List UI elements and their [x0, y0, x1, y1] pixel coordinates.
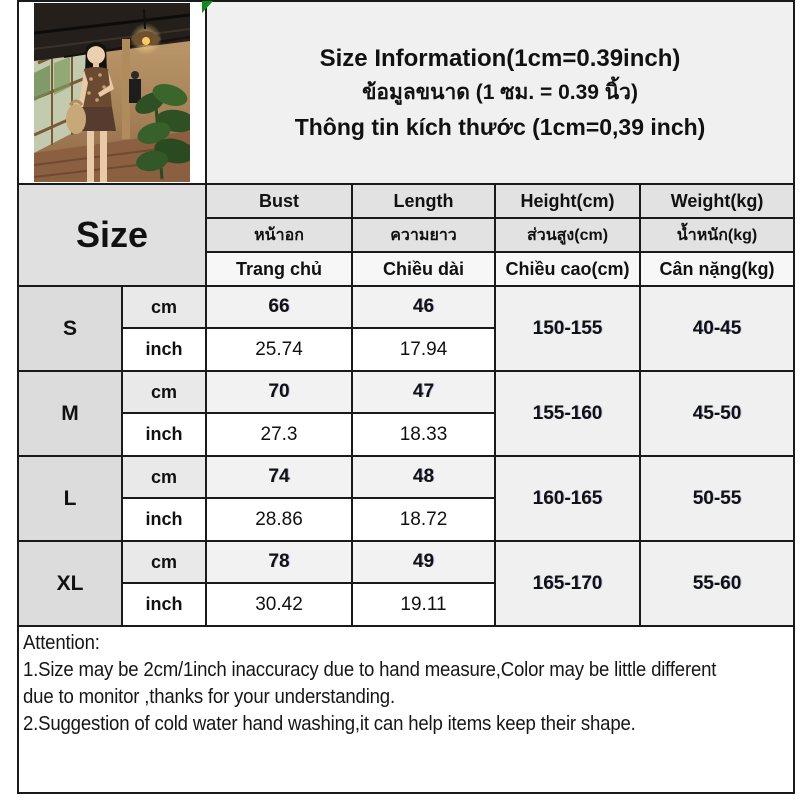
bust-inch-m: 27.3	[205, 412, 353, 457]
col-header-weight-vi: Cân nặng(kg)	[638, 251, 796, 287]
title-cell: Size Information(1cm=0.39inch) ข้อมูลขนา…	[204, 0, 796, 185]
unit-inch: inch	[121, 412, 207, 457]
length-cm-l: 48	[351, 455, 496, 499]
size-label-s: S	[17, 285, 123, 372]
bust-inch-xl: 30.42	[205, 582, 353, 627]
length-cm-xl: 49	[351, 540, 496, 584]
unit-inch: inch	[121, 582, 207, 627]
length-inch-m: 18.33	[351, 412, 496, 457]
weight-xl: 55-60	[638, 540, 796, 627]
table-row-m-cm: M cm 70 47 155-160 45-50	[17, 370, 796, 457]
length-cm-m: 47	[351, 370, 496, 414]
col-header-bust-en: Bust	[205, 183, 353, 219]
header-banner-row: Size Information(1cm=0.39inch) ข้อมูลขนา…	[17, 0, 796, 185]
unit-inch: inch	[121, 327, 207, 372]
table-row-xl-inch: inch 30.42 19.11	[18, 582, 794, 627]
length-cm-s: 46	[351, 285, 496, 329]
col-header-weight-en: Weight(kg)	[638, 183, 796, 219]
column-header-row-vi: Trang chủ Chiều dài Chiều cao(cm) Cân nặ…	[18, 251, 796, 287]
title-en: Size Information(1cm=0.39inch)	[319, 44, 681, 72]
table-row-s-cm: S cm 66 46 150-155 40-45	[17, 285, 796, 372]
column-header-row-en: Size Bust Length Height(cm) Weight(kg)	[17, 183, 796, 287]
weight-m: 45-50	[638, 370, 796, 457]
unit-cm: cm	[121, 540, 207, 584]
column-header-row-th: หน้าอก ความยาว ส่วนสูง(cm) น้ำหนัก(kg)	[18, 217, 796, 253]
height-m: 155-160	[494, 370, 641, 457]
size-label-l: L	[17, 455, 123, 542]
col-header-length-vi: Chiều dài	[351, 251, 496, 287]
bust-inch-s: 25.74	[205, 327, 353, 372]
col-header-bust-th: หน้าอก	[205, 217, 353, 253]
table-row-l-cm: L cm 74 48 160-165 50-55	[17, 455, 796, 542]
product-photo-cell	[17, 0, 207, 185]
bust-cm-l: 74	[205, 455, 353, 499]
bust-inch-l: 28.86	[205, 497, 353, 542]
size-column-header: Size	[17, 183, 207, 287]
model-photo	[34, 3, 190, 182]
unit-cm: cm	[121, 455, 207, 499]
weight-l: 50-55	[638, 455, 796, 542]
attention-title: Attention:	[23, 632, 100, 654]
col-header-length-th: ความยาว	[351, 217, 496, 253]
unit-cm: cm	[121, 370, 207, 414]
title-vi: Thông tin kích thước (1cm=0,39 inch)	[294, 113, 706, 140]
attention-row: Attention: 1.Size may be 2cm/1inch inacc…	[16, 625, 796, 794]
green-corner-accent	[202, 1, 213, 13]
attention-line-2: due to monitor ,thanks for your understa…	[23, 686, 395, 708]
weight-s: 40-45	[638, 285, 796, 372]
col-header-height-vi: Chiều cao(cm)	[494, 251, 641, 287]
height-s: 150-155	[494, 285, 641, 372]
col-header-height-th: ส่วนสูง(cm)	[494, 217, 641, 253]
table-row-s-inch: inch 25.74 17.94	[18, 327, 794, 372]
length-inch-l: 18.72	[351, 497, 496, 542]
unit-cm: cm	[121, 285, 207, 329]
table-row-m-inch: inch 27.3 18.33	[18, 412, 794, 457]
height-l: 160-165	[494, 455, 641, 542]
title-th: ข้อมูลขนาด (1 ซม. = 0.39 นิ้ว)	[362, 81, 638, 104]
attention-line-1: 1.Size may be 2cm/1inch inaccuracy due t…	[23, 659, 717, 681]
col-header-weight-th: น้ำหนัก(kg)	[638, 217, 796, 253]
bust-cm-xl: 78	[205, 540, 353, 584]
table-row-l-inch: inch 28.86 18.72	[18, 497, 794, 542]
height-xl: 165-170	[494, 540, 641, 627]
attention-line-3: 2.Suggestion of cold water hand washing,…	[23, 713, 636, 735]
col-header-height-en: Height(cm)	[494, 183, 641, 219]
size-label-m: M	[17, 370, 123, 457]
bust-cm-s: 66	[205, 285, 353, 329]
bust-cm-m: 70	[205, 370, 353, 414]
col-header-length-en: Length	[351, 183, 496, 219]
size-label-xl: XL	[17, 540, 123, 627]
attention-note: Attention: 1.Size may be 2cm/1inch inacc…	[16, 625, 796, 794]
col-header-bust-vi: Trang chủ	[205, 251, 353, 287]
table-row-xl-cm: XL cm 78 49 165-170 55-60	[17, 540, 796, 627]
length-inch-s: 17.94	[351, 327, 496, 372]
length-inch-xl: 19.11	[351, 582, 496, 627]
size-table: Size Information(1cm=0.39inch) ข้อมูลขนา…	[16, 0, 796, 794]
unit-inch: inch	[121, 497, 207, 542]
